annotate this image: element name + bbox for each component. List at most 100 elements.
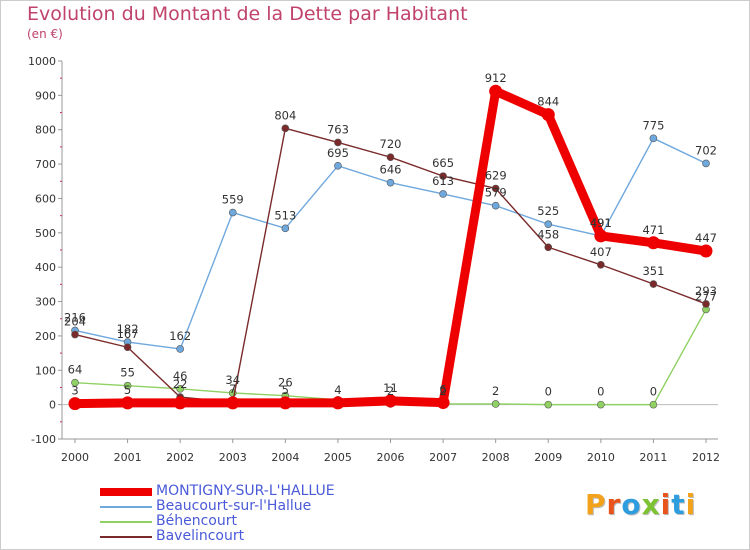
data-label: 0 xyxy=(545,385,552,399)
data-point xyxy=(384,394,397,408)
data-label: 471 xyxy=(642,223,664,237)
x-tick-label: 2003 xyxy=(219,451,247,464)
data-label: 167 xyxy=(117,327,139,341)
data-label: 763 xyxy=(327,122,349,136)
data-label: 6 xyxy=(439,383,446,397)
x-tick-label: 2002 xyxy=(166,451,194,464)
data-point xyxy=(594,229,608,243)
x-tick-label: 2000 xyxy=(61,451,89,464)
data-point xyxy=(331,396,345,410)
data-point xyxy=(226,396,240,410)
data-label: 216 xyxy=(64,310,86,324)
legend-swatch xyxy=(100,506,152,508)
y-tick-label: 100 xyxy=(35,364,56,377)
data-label: 491 xyxy=(590,216,612,230)
data-label: 491 xyxy=(590,216,612,230)
legend-label: MONTIGNY-SUR-L'HALLUE xyxy=(156,483,335,499)
data-label: 720 xyxy=(380,137,402,151)
data-label: 844 xyxy=(537,95,559,109)
x-tick-label: 2008 xyxy=(482,451,510,464)
data-point xyxy=(544,243,553,252)
data-label: 4 xyxy=(334,383,341,397)
data-label: 0 xyxy=(650,385,657,399)
y-tick-label: 300 xyxy=(35,296,56,309)
data-point xyxy=(281,124,290,133)
x-tick-label: 2001 xyxy=(114,451,142,464)
data-point xyxy=(597,400,605,409)
legend-swatch xyxy=(100,536,152,538)
data-point xyxy=(491,201,500,210)
data-point xyxy=(334,162,342,170)
data-label: 204 xyxy=(64,315,86,329)
y-tick-label: 200 xyxy=(35,330,56,343)
data-label: 351 xyxy=(642,264,664,278)
data-label: 775 xyxy=(642,118,664,132)
x-tick-label: 2006 xyxy=(377,451,405,464)
x-tick-label: 2007 xyxy=(429,451,457,464)
y-tick-label: 800 xyxy=(35,124,56,137)
data-label: 447 xyxy=(695,231,717,245)
data-label: 665 xyxy=(432,156,454,170)
legend-label: Béhencourt xyxy=(156,513,237,529)
y-tick-label: -100 xyxy=(31,433,56,446)
data-point xyxy=(123,381,132,390)
data-label: 525 xyxy=(537,204,559,218)
data-point xyxy=(489,84,503,98)
data-point xyxy=(491,400,500,408)
y-tick-label: 500 xyxy=(35,227,56,240)
data-label: 34 xyxy=(225,373,240,387)
data-point xyxy=(71,330,79,339)
legend-swatch xyxy=(100,521,152,523)
data-point xyxy=(699,244,713,258)
data-label: 11 xyxy=(383,381,398,395)
data-label: 55 xyxy=(120,366,135,380)
legend-swatch xyxy=(100,488,152,496)
x-tick-label: 2004 xyxy=(271,451,299,464)
y-tick-label: 400 xyxy=(35,261,56,274)
x-tick-label: 2011 xyxy=(639,451,667,464)
data-label: 579 xyxy=(485,186,507,200)
data-point xyxy=(702,159,710,168)
data-label: 613 xyxy=(432,174,454,188)
data-label: 7 xyxy=(229,382,236,396)
chart-title: Evolution du Montant de la Dette par Hab… xyxy=(27,3,468,25)
data-point xyxy=(281,224,290,233)
data-label: 293 xyxy=(695,284,717,298)
data-point xyxy=(544,400,553,409)
y-tick-label: 600 xyxy=(35,192,56,205)
proxiti-logo: Proxiti xyxy=(585,488,697,521)
y-tick-label: 900 xyxy=(35,89,56,102)
data-label: 277 xyxy=(695,289,717,303)
data-point xyxy=(176,385,184,393)
data-point xyxy=(68,397,82,411)
x-tick-label: 2010 xyxy=(587,451,615,464)
data-label: 804 xyxy=(274,108,296,122)
data-point xyxy=(386,153,395,162)
data-label: 2 xyxy=(439,384,446,398)
data-point xyxy=(544,220,553,229)
data-label: 646 xyxy=(380,163,402,177)
y-tick-label: 1000 xyxy=(28,55,56,68)
data-point xyxy=(121,396,135,410)
data-point xyxy=(439,190,447,198)
data-label: 0 xyxy=(597,385,604,399)
data-point xyxy=(702,300,710,308)
x-tick-label: 2009 xyxy=(534,451,562,464)
data-point xyxy=(334,138,342,147)
x-tick-label: 2012 xyxy=(692,451,720,464)
data-point xyxy=(71,378,79,387)
data-label: 22 xyxy=(173,377,188,391)
data-label: 46 xyxy=(173,369,188,383)
y-tick-label: 700 xyxy=(35,158,56,171)
data-point xyxy=(386,178,395,187)
data-label: 513 xyxy=(274,208,296,222)
data-label: 912 xyxy=(485,71,507,85)
data-point xyxy=(228,208,237,217)
data-point xyxy=(278,396,292,410)
data-point xyxy=(491,184,500,193)
data-label: 26 xyxy=(278,376,293,390)
y-tick-label: 0 xyxy=(49,399,56,412)
data-label: 2 xyxy=(387,384,394,398)
data-point xyxy=(436,396,450,410)
data-label: 702 xyxy=(695,143,717,157)
